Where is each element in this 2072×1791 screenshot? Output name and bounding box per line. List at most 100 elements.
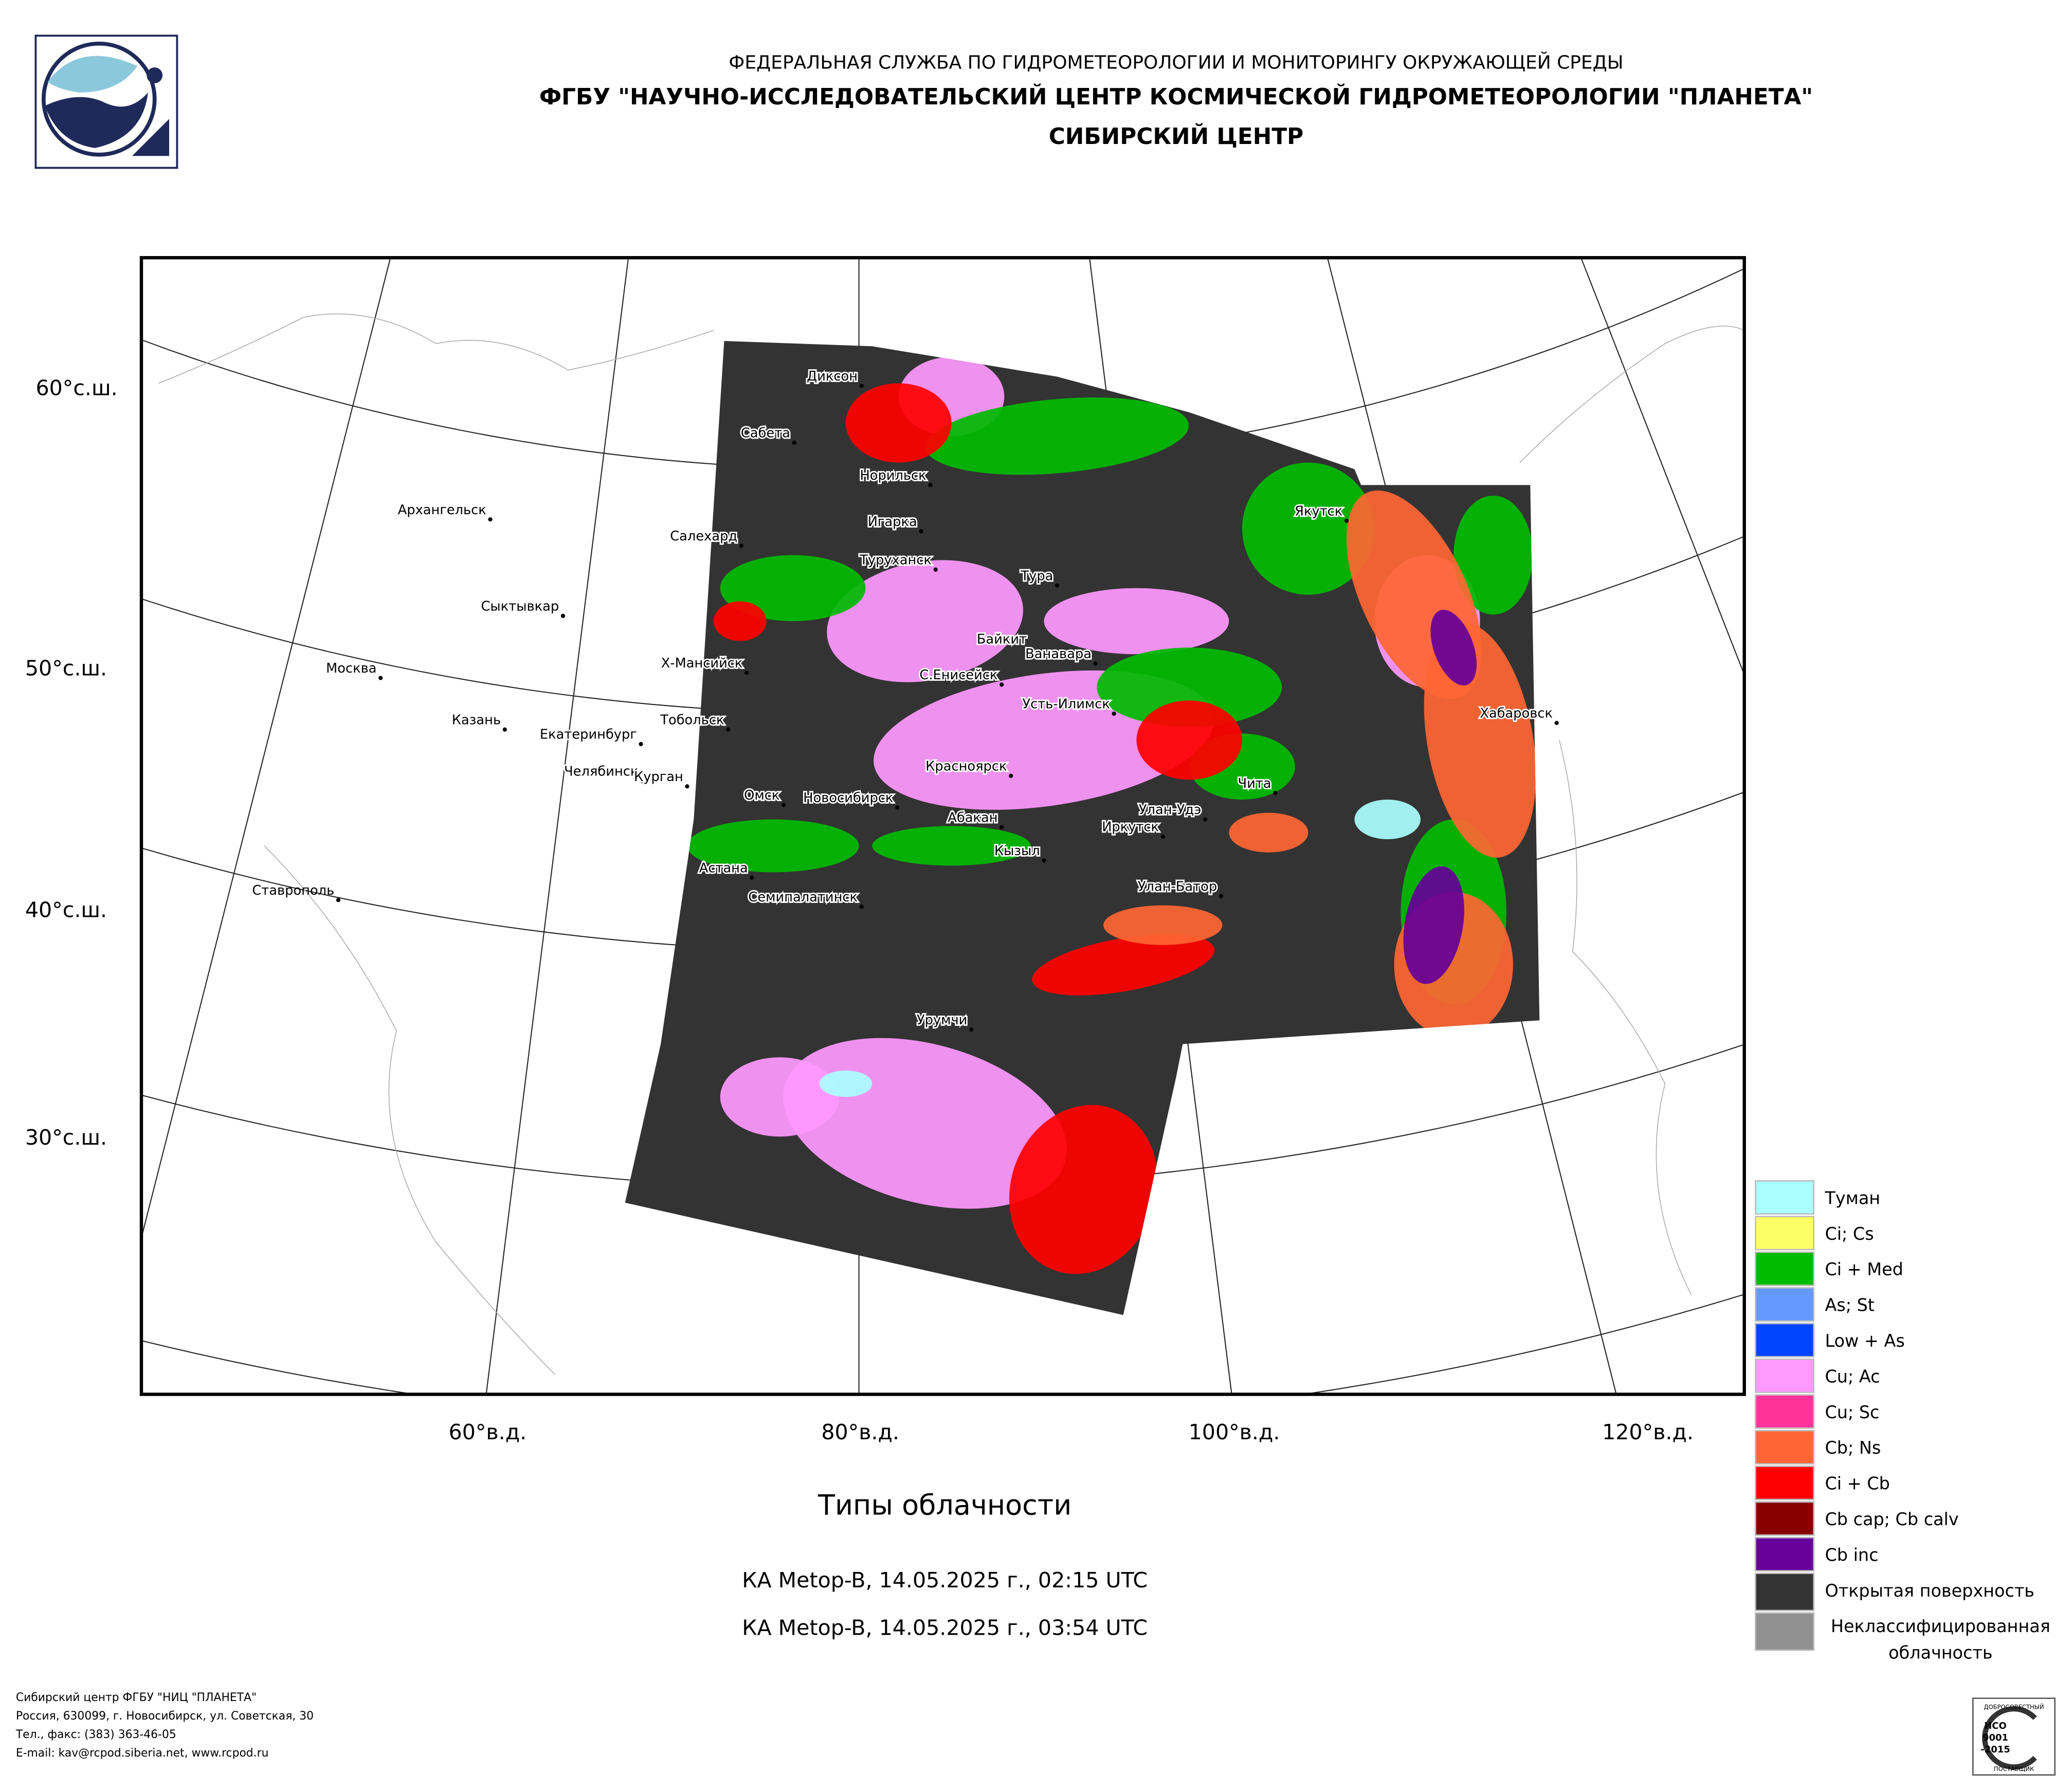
city-label: Х-Мансийск <box>661 656 743 671</box>
city-label: Семипалатинск <box>748 890 858 905</box>
city-label: Архангельск <box>398 502 486 518</box>
city-label: Х-Мансийск <box>661 656 743 671</box>
city-label: Усть-Илимск <box>1022 697 1110 712</box>
city-label: Диксон <box>807 369 858 384</box>
city-label: Чита <box>1238 776 1271 791</box>
city-dot <box>1055 583 1060 588</box>
city-dot <box>895 805 900 810</box>
cloud-area <box>1032 934 1215 996</box>
legend-label: Cb inc <box>1825 1546 1879 1566</box>
meridian-line <box>141 258 391 1240</box>
longitude-label: 100°в.д. <box>1189 1420 1280 1444</box>
city-dot <box>739 544 743 548</box>
city-label: Игарка <box>868 514 917 530</box>
certificate-mark: 9001 <box>1983 1732 2008 1743</box>
city-dot <box>685 784 689 789</box>
city-label: Ванавара <box>1025 646 1092 662</box>
city-dot <box>1028 646 1033 652</box>
legend-label: Ci + Med <box>1825 1260 1903 1281</box>
city-label: Усть-Илимск <box>1022 697 1110 712</box>
city-label: Новосибирск <box>803 790 893 806</box>
city-label: Кызыл <box>994 843 1040 859</box>
legend-swatch <box>1755 1430 1814 1464</box>
city-label: Туруханск <box>859 552 932 568</box>
meridian-line <box>485 258 629 1395</box>
city-dot <box>859 904 864 909</box>
city-label: Абакан <box>948 810 997 826</box>
city-label: Сыктывкар <box>481 599 559 614</box>
cloud-area <box>872 826 1031 866</box>
city-label: Игарка <box>868 514 917 530</box>
legend-label: Cb cap; Cb calv <box>1825 1510 1959 1531</box>
city-dot <box>928 483 933 487</box>
city-label: Байкит <box>977 632 1027 647</box>
cloud-area <box>720 1057 840 1137</box>
city-label: Тобольск <box>660 712 724 728</box>
city-label: Урумчи <box>917 1012 967 1028</box>
city-label: Урумчи <box>917 1012 967 1028</box>
coastlines <box>158 313 1744 1375</box>
city-label: Хабаровск <box>1480 706 1553 721</box>
city-dot <box>1273 791 1278 795</box>
certificate-mark: -2015 <box>1980 1744 2010 1755</box>
cloud-area <box>1044 588 1229 655</box>
legend-label: Неклассифицированная облачность <box>1830 1617 2050 1664</box>
longitude-label: 120°в.д. <box>1602 1420 1694 1444</box>
header-institute: ФГБУ "НАУЧНО-ИССЛЕДОВАТЕЛЬСКИЙ ЦЕНТР КОС… <box>539 84 1813 111</box>
city-label: Тура <box>1020 568 1053 584</box>
city-dot <box>750 875 754 880</box>
legend-swatch <box>1755 1216 1814 1251</box>
header-center: СИБИРСКИЙ ЦЕНТР <box>1048 124 1304 151</box>
city-dot <box>859 384 864 388</box>
latitude-label: 50°с.ш. <box>25 656 107 680</box>
city-dot <box>726 727 731 732</box>
city-dot <box>1160 834 1165 839</box>
latitude-label: 60°с.ш. <box>35 375 117 400</box>
city-label: Новосибирск <box>803 790 893 806</box>
legend-label: Cb; Ns <box>1825 1439 1881 1459</box>
city-dot <box>1554 720 1559 726</box>
city-label: Ставрополь <box>252 883 334 898</box>
certificate-top: ДОБРОСОВЕСТНЫЙ <box>1984 1703 2044 1710</box>
city-label: Хабаровск <box>1480 706 1553 721</box>
legend-swatch <box>1755 1501 1814 1536</box>
city-label: Чита <box>1238 776 1271 791</box>
city-label: Диксон <box>807 369 858 384</box>
city-label: Улан-Батор <box>1138 879 1217 894</box>
cloud-area <box>819 1070 873 1097</box>
caption-pass: КА Metop-B, 14.05.2025 г., 02:15 UTC <box>742 1567 1148 1593</box>
city-dot <box>933 567 938 572</box>
city-label: Норильск <box>860 468 926 483</box>
city-dot <box>639 741 643 747</box>
map-frame <box>139 256 1746 1396</box>
city-label: Якутск <box>1295 503 1342 519</box>
city-dot <box>560 613 566 618</box>
cloud-area <box>1009 1105 1158 1274</box>
logo <box>34 34 178 169</box>
city-label: Курган <box>634 769 683 785</box>
city-label: Астана <box>699 860 748 876</box>
legend-label: Открытая поверхность <box>1825 1582 2034 1602</box>
city-label: Туруханск <box>859 552 932 568</box>
city-dot <box>781 803 786 807</box>
footer-line: Россия, 630099, г. Новосибирск, ул. Сове… <box>15 1710 314 1724</box>
footer-line: Тел., факс: (383) 363-46-05 <box>15 1728 176 1742</box>
header-agency: ФЕДЕРАЛЬНАЯ СЛУЖБА ПО ГИДРОМЕТЕОРОЛОГИИ … <box>729 52 1624 74</box>
city-label: Кызыл <box>994 843 1040 859</box>
cloud-area <box>1453 495 1533 615</box>
city-label: Казань <box>452 712 501 728</box>
city-dot <box>792 440 796 445</box>
caption-title: Типы облачности <box>817 1489 1072 1522</box>
certificate-mark: ИСО <box>1984 1721 2007 1731</box>
city-label: С.Енисейск <box>919 667 997 683</box>
latitude-label: 30°с.ш. <box>25 1125 107 1150</box>
city-dot <box>1219 894 1223 898</box>
cloud-area <box>845 383 952 463</box>
city-label: Улан-Удэ <box>1139 802 1201 818</box>
city-label: Красноярск <box>925 758 1007 774</box>
city-dot <box>640 779 645 784</box>
city-label: Сабета <box>741 426 790 441</box>
cloud-area <box>925 397 1189 475</box>
cloud-areas <box>687 356 1536 1274</box>
